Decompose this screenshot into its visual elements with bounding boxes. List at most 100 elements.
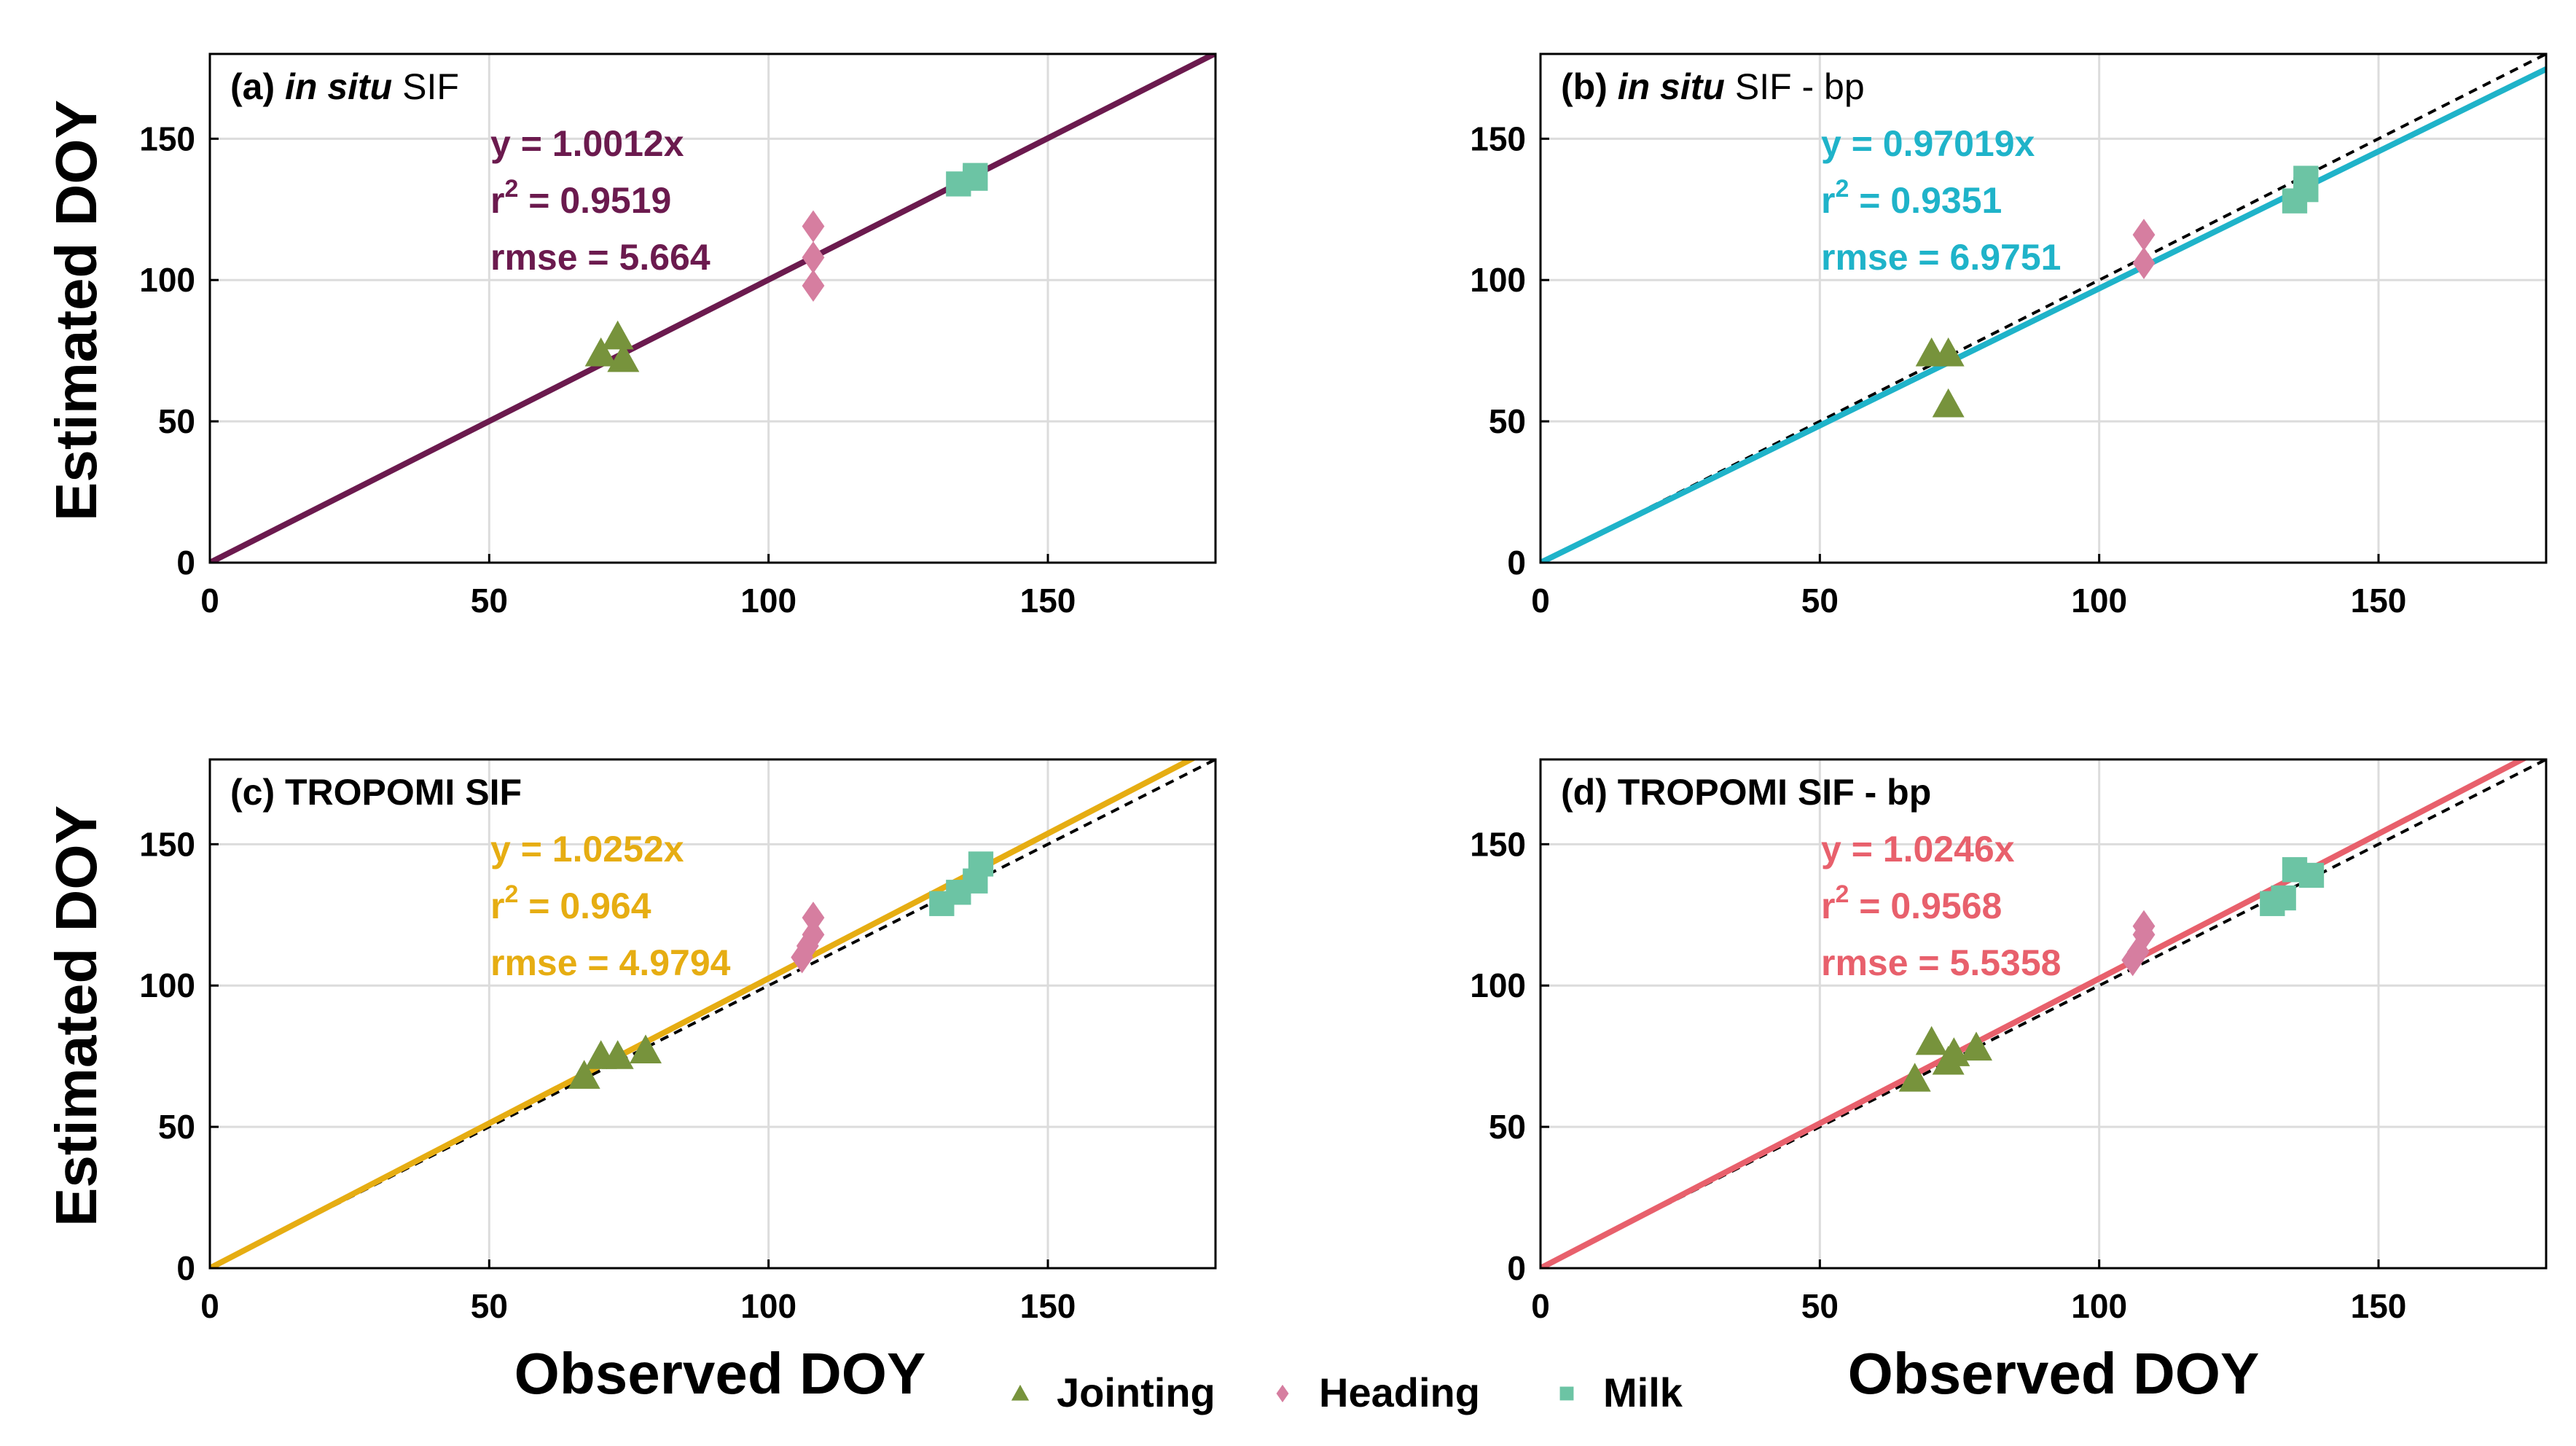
y-tick-label: 100 <box>139 966 195 1004</box>
x-tick-label: 100 <box>740 582 796 620</box>
x-axis-label-left: Observed DOY <box>514 1341 926 1406</box>
data-point-heading <box>802 210 825 243</box>
data-point-heading <box>791 941 814 974</box>
legend-marker-heading <box>1276 1384 1289 1403</box>
axes-frame <box>208 758 1217 1270</box>
data-point-milk <box>2271 885 2296 911</box>
x-tick-label: 0 <box>1531 582 1550 620</box>
x-tick-label: 150 <box>1020 1287 1076 1325</box>
r-squared-label: r2 = 0.9519 <box>490 175 671 221</box>
regression-line <box>1540 759 2529 1268</box>
legend-item-heading: Heading <box>1276 1369 1480 1415</box>
plot-area-c <box>210 759 1215 1268</box>
y-tick-label: 0 <box>1507 544 1526 582</box>
y-tick-label: 50 <box>158 1108 195 1146</box>
data-point-heading <box>802 918 825 951</box>
y-tick-label: 100 <box>1470 261 1526 299</box>
equation-label: y = 0.97019x <box>1821 123 2035 164</box>
data-point-milk <box>2298 862 2325 888</box>
equation-label: y = 1.0252x <box>490 829 684 869</box>
y-tick-label: 150 <box>1470 120 1526 157</box>
y-tick-label: 100 <box>1470 966 1526 1004</box>
x-tick-label: 0 <box>1531 1287 1550 1325</box>
data-point-jointing <box>1932 337 1965 367</box>
y-axis-label-bottom: Estimated DOY <box>44 805 109 1227</box>
axes-frame <box>1539 52 2548 564</box>
x-axis-labels: Observed DOY Observed DOY <box>514 1341 2260 1406</box>
y-axis-label-top: Estimated DOY <box>44 100 109 521</box>
plot-area-b <box>1540 54 2546 563</box>
y-axis-labels: Estimated DOY Estimated DOY <box>44 100 109 1227</box>
data-point-heading <box>802 241 825 274</box>
x-tick-label: 100 <box>740 1287 796 1325</box>
data-point-heading <box>2132 219 2156 251</box>
data-point-jointing <box>1960 1031 1992 1061</box>
x-tick-label: 50 <box>471 582 508 620</box>
legend-item-milk: Milk <box>1559 1369 1683 1415</box>
data-point-heading <box>802 902 825 934</box>
y-tick-label: 0 <box>176 1249 195 1287</box>
y-tick-label: 0 <box>176 544 195 582</box>
data-point-jointing <box>601 320 634 350</box>
rmse-label: rmse = 5.5358 <box>1821 942 2061 983</box>
y-tick-label: 150 <box>139 120 195 157</box>
panel-title: (c) TROPOMI SIF <box>230 772 522 813</box>
data-point-heading <box>2126 935 2150 968</box>
rmse-label: rmse = 6.9751 <box>1821 237 2061 278</box>
data-point-milk <box>963 165 988 191</box>
x-tick-label: 50 <box>1801 1287 1839 1325</box>
panel-c: 00 50 50 100 100 150 150 (c) TROPOMI SIF y = 1.0… <box>139 758 1217 1325</box>
x-tick-label: 0 <box>200 582 219 620</box>
legend-label-milk: Milk <box>1603 1369 1683 1415</box>
panel-title: (b) in situ SIF - bp <box>1561 66 1865 107</box>
data-point-jointing <box>1932 388 1965 418</box>
x-tick-label: 150 <box>2351 1287 2407 1325</box>
data-point-heading <box>802 269 825 302</box>
data-point-jointing <box>568 1060 600 1089</box>
x-tick-label: 50 <box>1801 582 1839 620</box>
panel-a: 00 50 50 100 100 150 150 (a) in situ SIF y = 1.0… <box>139 52 1217 620</box>
rmse-label: rmse = 5.664 <box>490 237 710 278</box>
data-point-jointing <box>630 1034 662 1064</box>
panel-title: (a) in situ SIF <box>230 66 459 107</box>
y-tick-label: 150 <box>139 825 195 863</box>
panel-b: 00 50 50 100 100 150 150 (b) in situ SIF - bp y … <box>1470 52 2548 620</box>
x-tick-label: 100 <box>2071 582 2127 620</box>
axes-frame <box>1539 758 2548 1270</box>
regression-line <box>1540 66 2546 563</box>
r-squared-label: r2 = 0.964 <box>490 880 651 926</box>
data-point-heading <box>2132 246 2156 279</box>
panel-d: 00 50 50 100 100 150 150 (d) TROPOMI SIF - bp y … <box>1470 758 2548 1325</box>
x-tick-label: 0 <box>200 1287 219 1325</box>
x-tick-label: 50 <box>471 1287 508 1325</box>
data-point-jointing <box>1898 1063 1931 1092</box>
legend-item-jointing: Jointing <box>1011 1369 1215 1415</box>
x-axis-label-right: Observed DOY <box>1848 1341 2260 1406</box>
equation-label: y = 1.0246x <box>1821 829 2015 869</box>
y-tick-label: 50 <box>1489 402 1526 440</box>
legend-label-heading: Heading <box>1319 1369 1480 1415</box>
y-tick-label: 150 <box>1470 825 1526 863</box>
regression-line <box>210 54 1215 563</box>
legend: Jointing Heading Milk <box>1011 1369 1683 1415</box>
regression-line <box>210 759 1197 1268</box>
data-point-jointing <box>1915 1025 1948 1055</box>
equation-label: y = 1.0012x <box>490 123 684 164</box>
x-tick-label: 150 <box>2351 582 2407 620</box>
axes-frame <box>208 52 1217 564</box>
x-tick-label: 150 <box>1020 582 1076 620</box>
plot-area-d <box>1540 759 2546 1268</box>
y-tick-label: 0 <box>1507 1249 1526 1287</box>
data-point-milk <box>2293 176 2319 203</box>
y-tick-label: 100 <box>139 261 195 299</box>
data-point-milk <box>968 851 994 877</box>
r-squared-label: r2 = 0.9568 <box>1821 880 2002 926</box>
y-tick-label: 50 <box>1489 1108 1526 1146</box>
data-point-heading <box>2132 918 2156 951</box>
panel-title: (d) TROPOMI SIF - bp <box>1561 772 1931 813</box>
data-point-jointing <box>601 1040 634 1069</box>
x-tick-label: 100 <box>2071 1287 2127 1325</box>
rmse-label: rmse = 4.9794 <box>490 942 731 983</box>
